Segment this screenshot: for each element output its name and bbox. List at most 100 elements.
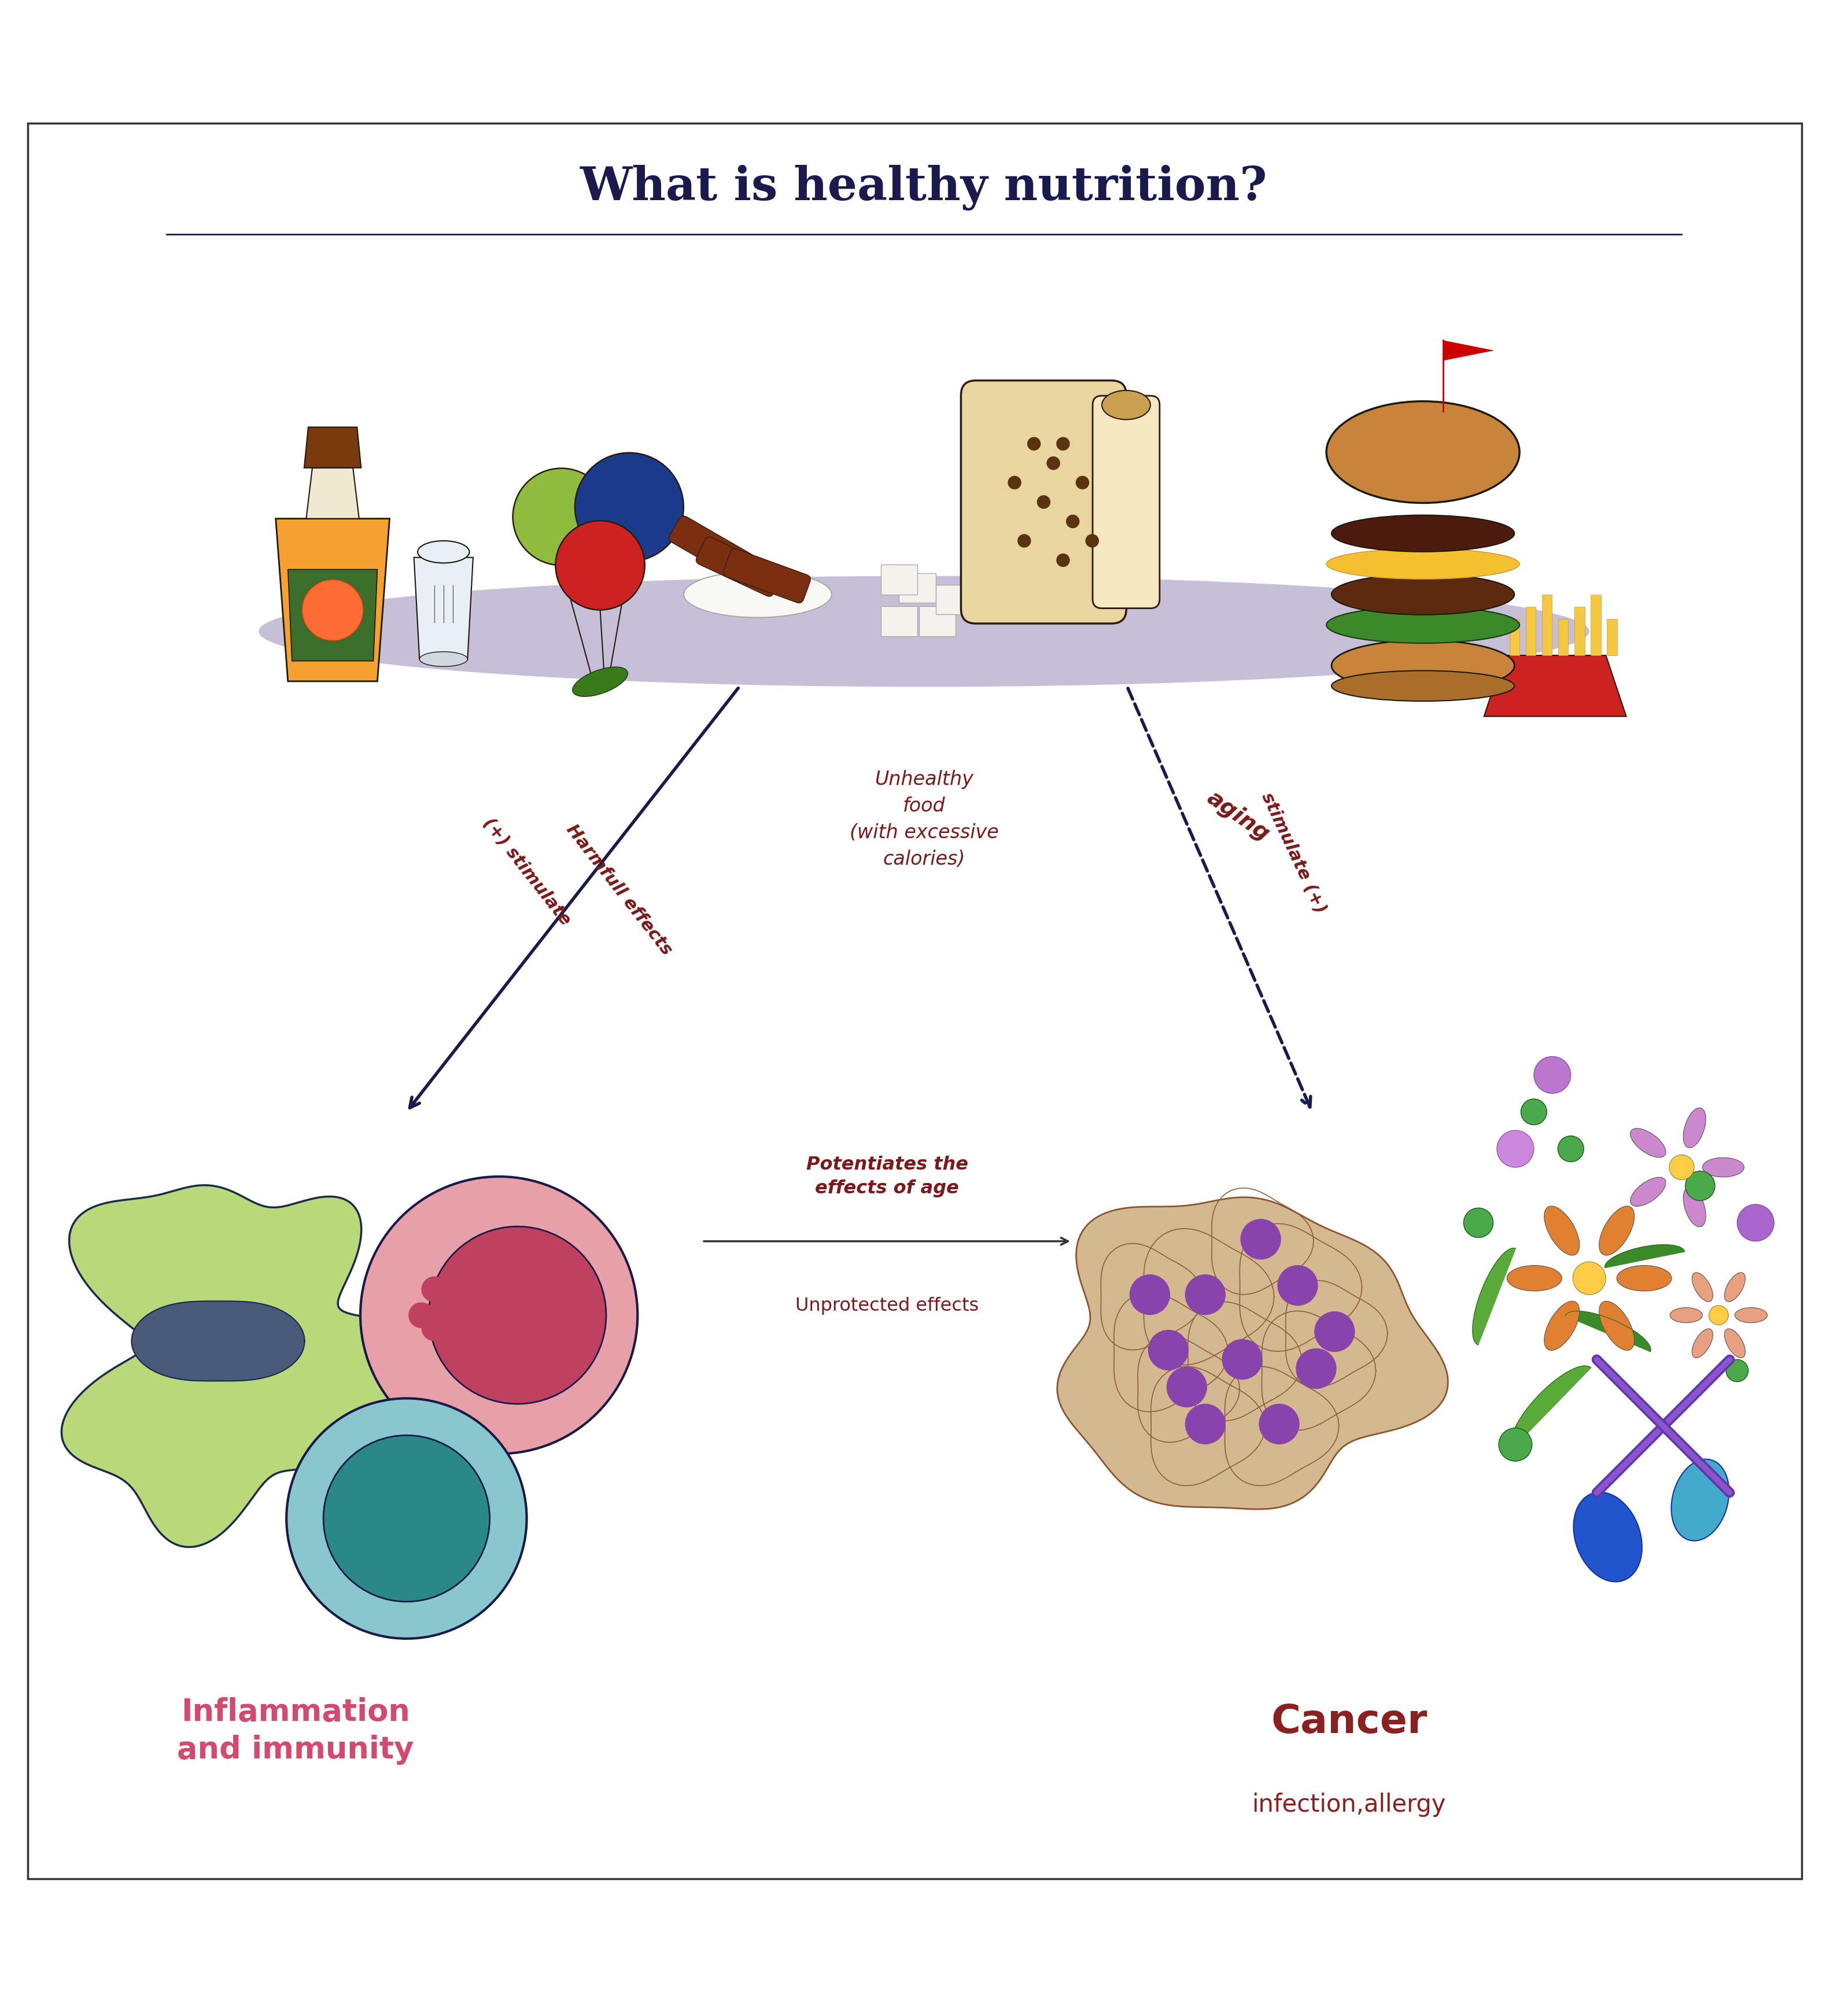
Circle shape [1185, 1403, 1225, 1443]
Circle shape [447, 1341, 473, 1367]
Ellipse shape [1327, 549, 1519, 579]
Polygon shape [1541, 595, 1552, 655]
Polygon shape [131, 1301, 305, 1381]
Ellipse shape [1331, 515, 1515, 553]
Polygon shape [275, 519, 390, 681]
Circle shape [512, 468, 610, 565]
Polygon shape [1591, 595, 1600, 655]
Circle shape [1007, 476, 1022, 488]
Ellipse shape [1693, 1329, 1713, 1357]
Circle shape [1558, 1135, 1584, 1161]
Circle shape [429, 1227, 606, 1403]
Polygon shape [1484, 655, 1626, 717]
Circle shape [408, 1301, 434, 1327]
Circle shape [1497, 1131, 1534, 1167]
Circle shape [447, 1263, 473, 1289]
Circle shape [1148, 1329, 1188, 1371]
Ellipse shape [1630, 1177, 1665, 1207]
Polygon shape [1510, 619, 1519, 655]
Circle shape [460, 1251, 486, 1277]
Ellipse shape [419, 653, 468, 667]
Ellipse shape [1545, 1301, 1580, 1351]
Circle shape [1521, 1099, 1547, 1125]
Circle shape [1499, 1427, 1532, 1461]
Text: What is healthy nutrition?: What is healthy nutrition? [580, 164, 1268, 210]
Circle shape [1240, 1219, 1281, 1259]
Circle shape [460, 1353, 486, 1379]
Circle shape [1027, 436, 1040, 450]
Polygon shape [307, 468, 359, 519]
Ellipse shape [1724, 1273, 1745, 1301]
Circle shape [323, 1435, 490, 1602]
Circle shape [1057, 436, 1070, 450]
Polygon shape [935, 585, 972, 615]
FancyBboxPatch shape [1092, 396, 1161, 609]
Text: Harmfull effects: Harmfull effects [564, 821, 675, 959]
Polygon shape [1473, 1247, 1515, 1345]
Circle shape [421, 1315, 447, 1341]
Ellipse shape [1331, 671, 1515, 701]
FancyBboxPatch shape [723, 549, 811, 603]
Ellipse shape [1331, 641, 1515, 691]
Text: aging: aging [1203, 787, 1273, 845]
Circle shape [1295, 1347, 1336, 1389]
Circle shape [434, 1277, 460, 1301]
Circle shape [1085, 535, 1100, 549]
Circle shape [1709, 1305, 1728, 1325]
Ellipse shape [1735, 1307, 1767, 1323]
Circle shape [1076, 476, 1088, 488]
Circle shape [1037, 494, 1050, 509]
Circle shape [1129, 1275, 1170, 1315]
FancyBboxPatch shape [669, 517, 754, 581]
Ellipse shape [1599, 1301, 1634, 1351]
Polygon shape [414, 557, 473, 659]
Ellipse shape [1630, 1129, 1665, 1157]
Circle shape [1018, 535, 1031, 549]
Polygon shape [1057, 1197, 1449, 1510]
Ellipse shape [418, 541, 469, 563]
Text: infection,allergy: infection,allergy [1251, 1792, 1447, 1818]
Ellipse shape [1724, 1329, 1745, 1357]
Circle shape [1534, 1057, 1571, 1093]
Ellipse shape [1671, 1307, 1702, 1323]
Circle shape [1066, 515, 1079, 529]
Circle shape [1573, 1261, 1606, 1295]
Text: Potentiates the
effects of age: Potentiates the effects of age [806, 1155, 968, 1197]
Ellipse shape [1506, 1265, 1562, 1291]
Circle shape [575, 452, 684, 561]
Ellipse shape [1573, 1491, 1643, 1582]
Circle shape [286, 1397, 527, 1638]
Ellipse shape [1327, 400, 1519, 503]
Ellipse shape [1617, 1265, 1672, 1291]
Ellipse shape [1331, 575, 1515, 615]
Circle shape [1166, 1367, 1207, 1407]
Ellipse shape [1684, 1187, 1706, 1227]
Polygon shape [1574, 607, 1584, 655]
Circle shape [1185, 1275, 1225, 1315]
FancyBboxPatch shape [961, 380, 1125, 623]
Ellipse shape [684, 571, 832, 617]
Polygon shape [1558, 619, 1569, 655]
Ellipse shape [1684, 1107, 1706, 1147]
Circle shape [1726, 1359, 1748, 1381]
Circle shape [1669, 1155, 1695, 1179]
Polygon shape [1443, 340, 1493, 360]
Text: Inflammation
and immunity: Inflammation and immunity [177, 1698, 414, 1764]
Text: (+) stimulate: (+) stimulate [480, 815, 573, 929]
FancyBboxPatch shape [697, 537, 782, 597]
Circle shape [303, 581, 362, 641]
Polygon shape [918, 607, 955, 637]
Polygon shape [898, 573, 935, 603]
Circle shape [1685, 1171, 1715, 1201]
Ellipse shape [1545, 1205, 1580, 1255]
Polygon shape [1512, 1365, 1591, 1447]
Circle shape [1258, 1403, 1299, 1443]
Polygon shape [1565, 1311, 1650, 1351]
Circle shape [434, 1327, 460, 1353]
Polygon shape [288, 569, 377, 661]
Polygon shape [1526, 607, 1536, 655]
Polygon shape [305, 426, 360, 468]
Circle shape [1464, 1207, 1493, 1237]
Circle shape [1046, 456, 1061, 470]
Circle shape [1222, 1339, 1262, 1379]
